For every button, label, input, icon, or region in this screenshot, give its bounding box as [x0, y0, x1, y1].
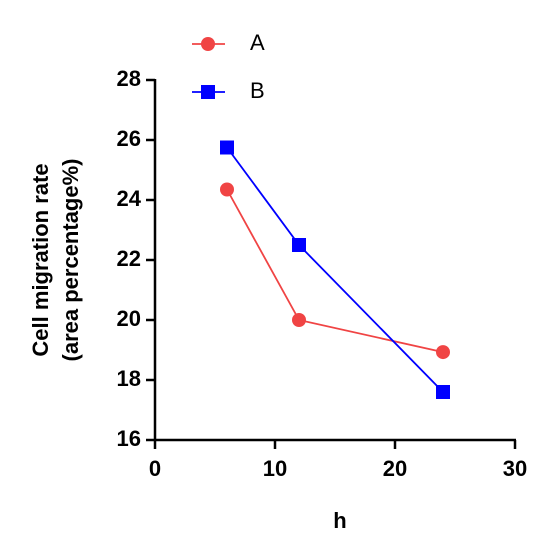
line: [226, 189, 444, 353]
y-tick-label: 22: [117, 246, 141, 271]
y-tick-label: 28: [117, 66, 141, 91]
x-tick-label: 0: [149, 456, 161, 481]
y-tick-label: 26: [117, 126, 141, 151]
y-tick-label: 20: [117, 306, 141, 331]
x-tick-label: 10: [263, 456, 287, 481]
y-tick-label: 18: [117, 366, 141, 391]
legend-marker: [201, 85, 215, 99]
x-tick-label: 30: [503, 456, 527, 481]
x-tick-label: 20: [383, 456, 407, 481]
marker: [436, 345, 450, 360]
y-axis-label: Cell migration rate: [28, 163, 53, 356]
marker: [292, 313, 306, 327]
legend-label: A: [250, 30, 265, 55]
y-tick-label: 16: [117, 426, 141, 451]
legend-label: B: [250, 78, 265, 103]
marker: [436, 385, 450, 399]
line: [226, 146, 444, 393]
x-axis-label: h: [333, 508, 346, 533]
marker: [220, 140, 234, 155]
marker: [292, 238, 306, 252]
y-axis-label: (area percentage%): [58, 159, 83, 362]
y-axis-label-group: Cell migration rate (area percentage%): [28, 159, 83, 362]
y-tick-label: 24: [117, 186, 142, 211]
marker: [220, 182, 234, 197]
legend-marker: [201, 37, 215, 51]
